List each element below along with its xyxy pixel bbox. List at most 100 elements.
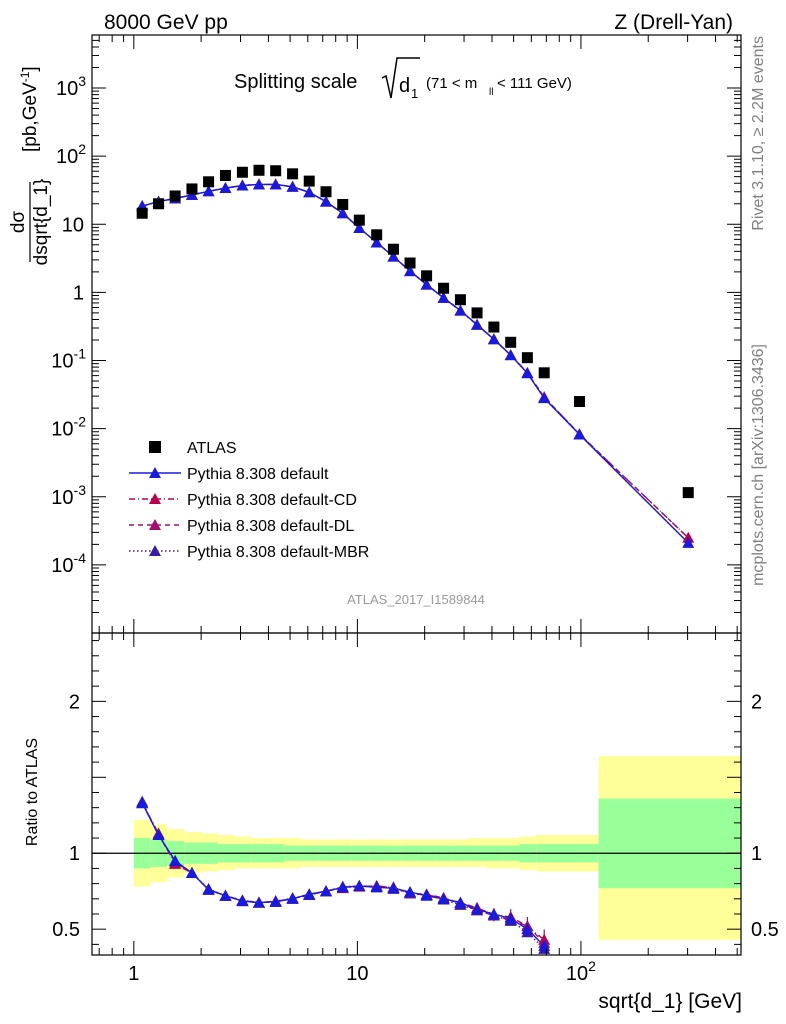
marker-default: [573, 428, 586, 440]
marker-atlas: [303, 175, 315, 187]
ratio-marker-default: [487, 907, 500, 919]
ratio-marker-default: [136, 797, 149, 809]
title-d: d: [399, 75, 410, 97]
band-green: [598, 798, 741, 889]
marker-atlas: [371, 229, 383, 241]
title-formula: d 1 (71 < m ll < 111 GeV): [381, 57, 572, 101]
ratio-marker-default: [538, 939, 551, 951]
ratio-marker-default: [336, 881, 349, 893]
marker-atlas: [682, 487, 694, 499]
marker-default: [387, 250, 400, 262]
x-tick-label: 102: [566, 958, 596, 985]
legend: ATLAS Pythia 8.308 default Pythia 8.308 de…: [129, 440, 369, 561]
ratio-line-default-dl: [141, 802, 545, 944]
marker-atlas: [573, 396, 585, 408]
ylabel-unit-close: ]: [20, 66, 41, 71]
marker-atlas: [219, 169, 231, 181]
marker-atlas: [404, 257, 416, 269]
ratio-marker-default: [471, 903, 484, 915]
svg-text:(71 < m: (71 < m: [426, 75, 477, 92]
marker-atlas: [521, 352, 533, 364]
legend-marker-square: [149, 441, 161, 453]
ratio-series-lines: [141, 801, 545, 950]
marker-atlas: [471, 307, 483, 319]
marker-atlas: [454, 294, 466, 306]
marker-default: [521, 367, 534, 379]
marker-default: [320, 195, 333, 207]
y-tick-label: 10-1: [51, 346, 86, 373]
marker-default: [219, 182, 232, 194]
y-tick-label: 10-2: [51, 414, 86, 441]
legend-marker-triangle: [149, 493, 161, 504]
main-axes: 10-4 10-3 10-2 10-1 1 10 102 103: [51, 34, 742, 634]
legend-label: ATLAS: [187, 440, 237, 457]
marker-default: [269, 178, 282, 190]
line-default-dl: [142, 183, 689, 539]
y-tick-label: 10: [62, 214, 84, 236]
ratio-ylabel: Ratio to ATLAS: [24, 738, 41, 846]
y-tick-label: 102: [56, 141, 86, 168]
ratio-line-default: [141, 802, 545, 947]
ratio-marker-default: [269, 895, 282, 907]
ylabel-unit: [pb,GeV: [20, 82, 41, 152]
legend-label: Pythia 8.308 default-MBR: [187, 544, 369, 561]
legend-label: Pythia 8.308 default-CD: [187, 492, 357, 509]
ratio-frame: [91, 632, 742, 956]
main-markers: [136, 164, 695, 548]
x-tick-label: 1: [128, 963, 139, 985]
ratio-marker-default: [370, 881, 383, 893]
main-series-lines: [142, 183, 689, 544]
legend-entry: ATLAS: [149, 440, 237, 457]
ratio-marker-default: [303, 888, 316, 900]
marker-atlas: [270, 165, 282, 177]
ratio-marker-default: [169, 854, 182, 866]
marker-atlas: [253, 164, 265, 176]
ratio-marker-default: [185, 866, 198, 878]
title-sub: 1: [411, 86, 418, 101]
legend-marker-triangle: [149, 545, 161, 556]
header-left: 8000 GeV pp: [104, 11, 228, 34]
y-tick-label: 103: [56, 73, 86, 100]
legend-entry: Pythia 8.308 default-MBR: [129, 544, 369, 561]
ratio-marker-default: [236, 895, 249, 907]
marker-atlas: [337, 198, 349, 210]
marker-default: [236, 179, 249, 191]
title-sqrt-sign: [381, 57, 420, 99]
svg-text:d: d: [399, 75, 410, 97]
ratio-axes: 0.5 0.5 1 1 2 2 1 10 102: [52, 632, 779, 985]
marker-atlas: [387, 243, 399, 255]
main-ylabel: dσ dsqrt{d_1} [pb,GeV-1]: [8, 66, 52, 265]
marker-atlas: [203, 176, 215, 188]
ratio-y-tick-label-right: 1: [751, 843, 762, 865]
legend-label: Pythia 8.308 default: [187, 466, 329, 483]
line-default: [142, 183, 689, 544]
marker-default: [286, 180, 299, 192]
marker-default: [303, 186, 316, 198]
ratio-marker-default: [320, 885, 333, 897]
marker-default: [336, 207, 349, 219]
ylabel-numerator: dσ: [8, 211, 29, 234]
ratio-marker-default: [404, 885, 417, 897]
xlabel: sqrt{d_1} [GeV]: [598, 990, 742, 1013]
marker-atlas: [186, 183, 198, 195]
marker-atlas: [236, 166, 248, 178]
ratio-markers: [136, 795, 551, 954]
legend-marker-triangle: [149, 467, 161, 478]
title-range-post: < 111 GeV): [497, 75, 572, 92]
legend-marker-triangle: [149, 519, 161, 530]
marker-default: [487, 333, 500, 345]
ratio-marker-default: [286, 892, 299, 904]
marker-atlas: [153, 198, 165, 210]
marker-atlas: [505, 336, 517, 348]
ratio-marker-default: [219, 889, 232, 901]
ratio-line-default-mbr: [141, 801, 545, 950]
title-main: Splitting scale: [234, 71, 357, 93]
marker-default: [353, 222, 366, 234]
rivet-label: Rivet 3.1.10, ≥ 2.2M events: [750, 36, 767, 231]
legend-entry: Pythia 8.308 default-DL: [129, 518, 354, 535]
header-right: Z (Drell-Yan): [614, 11, 733, 34]
marker-default: [252, 178, 265, 190]
x-tick-label: 10: [346, 963, 368, 985]
marker-atlas: [287, 168, 299, 180]
marker-atlas: [169, 190, 181, 202]
